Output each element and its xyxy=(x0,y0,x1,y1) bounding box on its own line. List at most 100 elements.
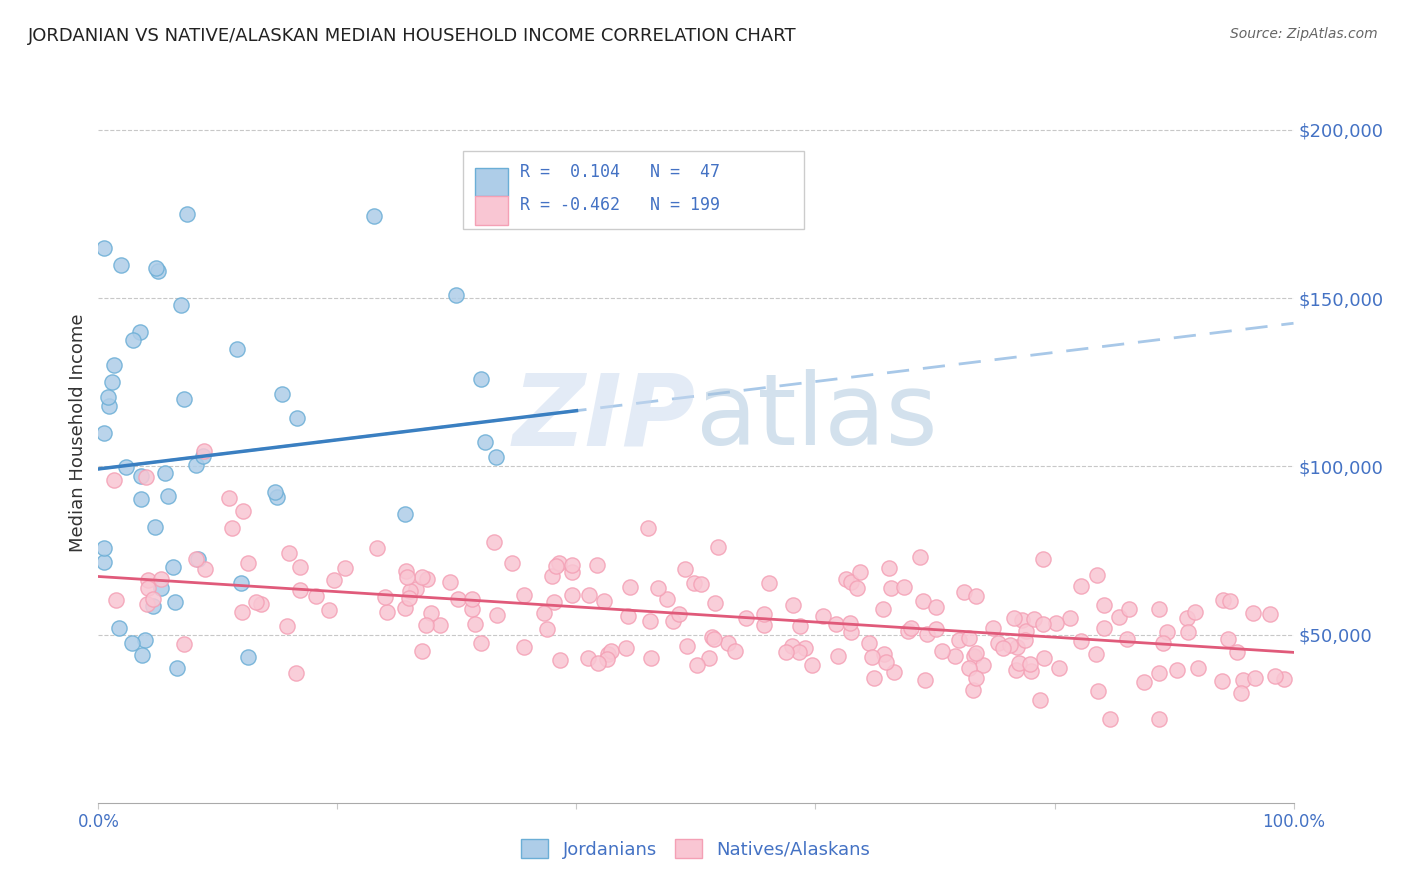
Jordanians xyxy=(156,489,179,503)
Jordanians xyxy=(93,425,115,440)
Natives/Alaskans xyxy=(860,650,883,665)
Jordanians xyxy=(474,434,496,449)
Natives/Alaskans xyxy=(576,650,599,665)
Natives/Alaskans xyxy=(501,556,523,570)
Natives/Alaskans xyxy=(415,618,437,632)
Natives/Alaskans xyxy=(250,597,273,611)
Natives/Alaskans xyxy=(981,621,1004,635)
Natives/Alaskans xyxy=(1211,674,1233,689)
Natives/Alaskans xyxy=(1059,610,1081,624)
Natives/Alaskans xyxy=(236,556,259,570)
Natives/Alaskans xyxy=(846,581,869,595)
Natives/Alaskans xyxy=(948,632,970,647)
Natives/Alaskans xyxy=(1244,671,1267,685)
Natives/Alaskans xyxy=(1152,636,1174,650)
Natives/Alaskans xyxy=(447,591,470,606)
Natives/Alaskans xyxy=(863,671,886,685)
Natives/Alaskans xyxy=(411,570,433,584)
Legend: Jordanians, Natives/Alaskans: Jordanians, Natives/Alaskans xyxy=(512,830,880,868)
Jordanians xyxy=(163,595,186,609)
Natives/Alaskans xyxy=(1092,622,1115,636)
Natives/Alaskans xyxy=(318,603,340,617)
Natives/Alaskans xyxy=(638,614,661,628)
Natives/Alaskans xyxy=(305,589,328,603)
Natives/Alaskans xyxy=(794,641,817,656)
Natives/Alaskans xyxy=(900,621,922,635)
Jordanians xyxy=(264,484,287,499)
Natives/Alaskans xyxy=(398,591,420,605)
Text: JORDANIAN VS NATIVE/ALASKAN MEDIAN HOUSEHOLD INCOME CORRELATION CHART: JORDANIAN VS NATIVE/ALASKAN MEDIAN HOUSE… xyxy=(28,27,797,45)
Natives/Alaskans xyxy=(676,639,699,653)
Natives/Alaskans xyxy=(827,649,849,664)
Natives/Alaskans xyxy=(103,473,125,487)
Natives/Alaskans xyxy=(290,560,312,574)
Natives/Alaskans xyxy=(541,569,564,583)
Natives/Alaskans xyxy=(1033,651,1056,665)
Natives/Alaskans xyxy=(717,636,740,650)
Jordanians xyxy=(100,375,122,389)
Jordanians xyxy=(115,460,138,475)
Natives/Alaskans xyxy=(184,552,207,566)
Natives/Alaskans xyxy=(724,644,747,658)
Natives/Alaskans xyxy=(193,562,215,576)
Natives/Alaskans xyxy=(1070,579,1092,593)
Natives/Alaskans xyxy=(897,624,920,638)
Natives/Alaskans xyxy=(931,644,953,658)
Jordanians xyxy=(186,458,208,472)
Natives/Alaskans xyxy=(987,636,1010,650)
Natives/Alaskans xyxy=(640,651,662,665)
Jordanians xyxy=(98,399,121,413)
Natives/Alaskans xyxy=(801,657,824,672)
Natives/Alaskans xyxy=(697,650,720,665)
Natives/Alaskans xyxy=(858,636,880,650)
Natives/Alaskans xyxy=(953,585,976,599)
Natives/Alaskans xyxy=(965,646,987,660)
Natives/Alaskans xyxy=(911,593,934,607)
Natives/Alaskans xyxy=(647,581,669,595)
Natives/Alaskans xyxy=(689,577,711,591)
Natives/Alaskans xyxy=(1184,606,1206,620)
Natives/Alaskans xyxy=(1024,612,1046,626)
Natives/Alaskans xyxy=(873,647,896,661)
Natives/Alaskans xyxy=(415,572,437,586)
Natives/Alaskans xyxy=(588,657,610,671)
Bar xyxy=(475,169,509,196)
Natives/Alaskans xyxy=(925,623,948,637)
Natives/Alaskans xyxy=(914,673,936,687)
Natives/Alaskans xyxy=(482,534,505,549)
Natives/Alaskans xyxy=(1212,593,1234,607)
Natives/Alaskans xyxy=(1156,625,1178,640)
Natives/Alaskans xyxy=(546,558,568,573)
Natives/Alaskans xyxy=(232,503,254,517)
Natives/Alaskans xyxy=(813,609,835,624)
Natives/Alaskans xyxy=(991,640,1014,655)
Natives/Alaskans xyxy=(893,580,915,594)
Bar xyxy=(475,196,509,225)
Natives/Alaskans xyxy=(883,665,905,680)
Natives/Alaskans xyxy=(513,588,536,602)
Natives/Alaskans xyxy=(1085,568,1108,582)
Natives/Alaskans xyxy=(1047,661,1070,675)
Jordanians xyxy=(236,650,259,665)
Natives/Alaskans xyxy=(1216,632,1239,647)
Jordanians xyxy=(444,287,467,301)
Natives/Alaskans xyxy=(662,614,685,628)
Natives/Alaskans xyxy=(1002,611,1025,625)
Natives/Alaskans xyxy=(1014,632,1036,647)
Jordanians xyxy=(231,575,253,590)
Natives/Alaskans xyxy=(957,661,980,675)
Jordanians xyxy=(143,519,166,533)
Jordanians xyxy=(187,551,209,566)
Natives/Alaskans xyxy=(1116,632,1139,646)
Jordanians xyxy=(121,636,143,650)
Natives/Alaskans xyxy=(1032,616,1054,631)
Natives/Alaskans xyxy=(1087,683,1109,698)
Jordanians xyxy=(470,372,492,386)
Natives/Alaskans xyxy=(193,443,215,458)
Natives/Alaskans xyxy=(1187,660,1209,674)
Natives/Alaskans xyxy=(104,592,127,607)
Natives/Alaskans xyxy=(965,589,987,603)
Natives/Alaskans xyxy=(221,521,243,535)
Natives/Alaskans xyxy=(703,632,725,647)
Natives/Alaskans xyxy=(879,581,901,595)
